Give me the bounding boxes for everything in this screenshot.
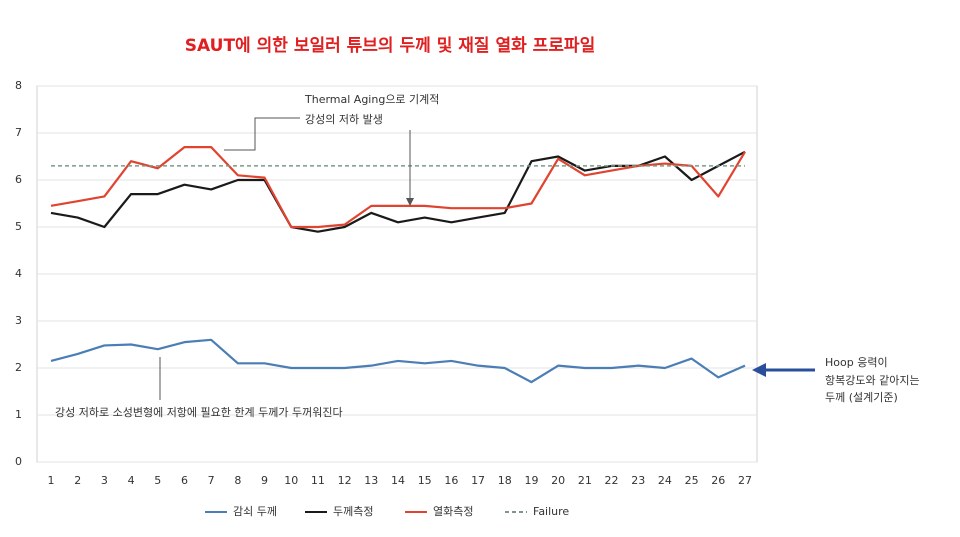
x-tick-label: 19 bbox=[524, 474, 538, 487]
series-line bbox=[50, 146, 746, 229]
y-tick-label: 0 bbox=[15, 455, 22, 468]
y-tick-label: 5 bbox=[15, 220, 22, 233]
series-line bbox=[50, 338, 746, 384]
x-tick-label: 3 bbox=[101, 474, 108, 487]
annotation: Hoop 응력이 bbox=[825, 356, 888, 369]
x-tick-label: 7 bbox=[208, 474, 215, 487]
y-tick-label: 1 bbox=[15, 408, 22, 421]
annotation: 강성의 저하 발생 bbox=[305, 112, 383, 126]
y-tick-label: 4 bbox=[15, 267, 22, 280]
arrow-head bbox=[752, 363, 766, 377]
y-tick-label: 3 bbox=[15, 314, 22, 327]
x-tick-label: 6 bbox=[181, 474, 188, 487]
legend-label: 두께측정 bbox=[333, 505, 373, 518]
x-tick-label: 24 bbox=[658, 474, 672, 487]
legend-label: 감쇠 두께 bbox=[233, 505, 277, 518]
x-tick-label: 25 bbox=[685, 474, 699, 487]
y-tick-label: 7 bbox=[15, 126, 22, 139]
y-tick-label: 8 bbox=[15, 79, 22, 92]
y-tick-label: 2 bbox=[15, 361, 22, 374]
x-tick-label: 18 bbox=[498, 474, 512, 487]
x-tick-label: 16 bbox=[444, 474, 458, 487]
x-tick-label: 8 bbox=[234, 474, 241, 487]
annotation: 강성 저하로 소성변형에 저항에 필요한 한계 두께가 두꺼워진다 bbox=[55, 405, 343, 419]
x-tick-label: 27 bbox=[738, 474, 752, 487]
series-line bbox=[50, 150, 746, 233]
x-tick-label: 5 bbox=[154, 474, 161, 487]
y-tick-label: 6 bbox=[15, 173, 22, 186]
x-tick-label: 11 bbox=[311, 474, 325, 487]
x-tick-label: 9 bbox=[261, 474, 268, 487]
arrow-head bbox=[406, 198, 414, 206]
annotation: 두께 (설계기준) bbox=[825, 391, 898, 404]
x-tick-label: 23 bbox=[631, 474, 645, 487]
annotation: Thermal Aging으로 기계적 bbox=[304, 93, 439, 106]
x-tick-label: 2 bbox=[74, 474, 81, 487]
x-tick-label: 17 bbox=[471, 474, 485, 487]
x-tick-label: 10 bbox=[284, 474, 298, 487]
x-tick-label: 13 bbox=[364, 474, 378, 487]
annotation-arrow bbox=[224, 117, 300, 151]
x-tick-label: 14 bbox=[391, 474, 405, 487]
x-tick-label: 22 bbox=[605, 474, 619, 487]
x-tick-label: 4 bbox=[128, 474, 135, 487]
x-tick-label: 15 bbox=[418, 474, 432, 487]
chart-title: SAUT에 의한 보일러 튜브의 두께 및 재질 열화 프로파일 bbox=[185, 35, 595, 56]
x-tick-label: 1 bbox=[48, 474, 55, 487]
legend-label: Failure bbox=[533, 505, 569, 518]
x-tick-label: 20 bbox=[551, 474, 565, 487]
x-tick-label: 21 bbox=[578, 474, 592, 487]
x-tick-label: 26 bbox=[711, 474, 725, 487]
legend-label: 열화측정 bbox=[433, 505, 473, 518]
x-tick-label: 12 bbox=[338, 474, 352, 487]
annotation: 항복강도와 같아지는 bbox=[825, 374, 920, 387]
